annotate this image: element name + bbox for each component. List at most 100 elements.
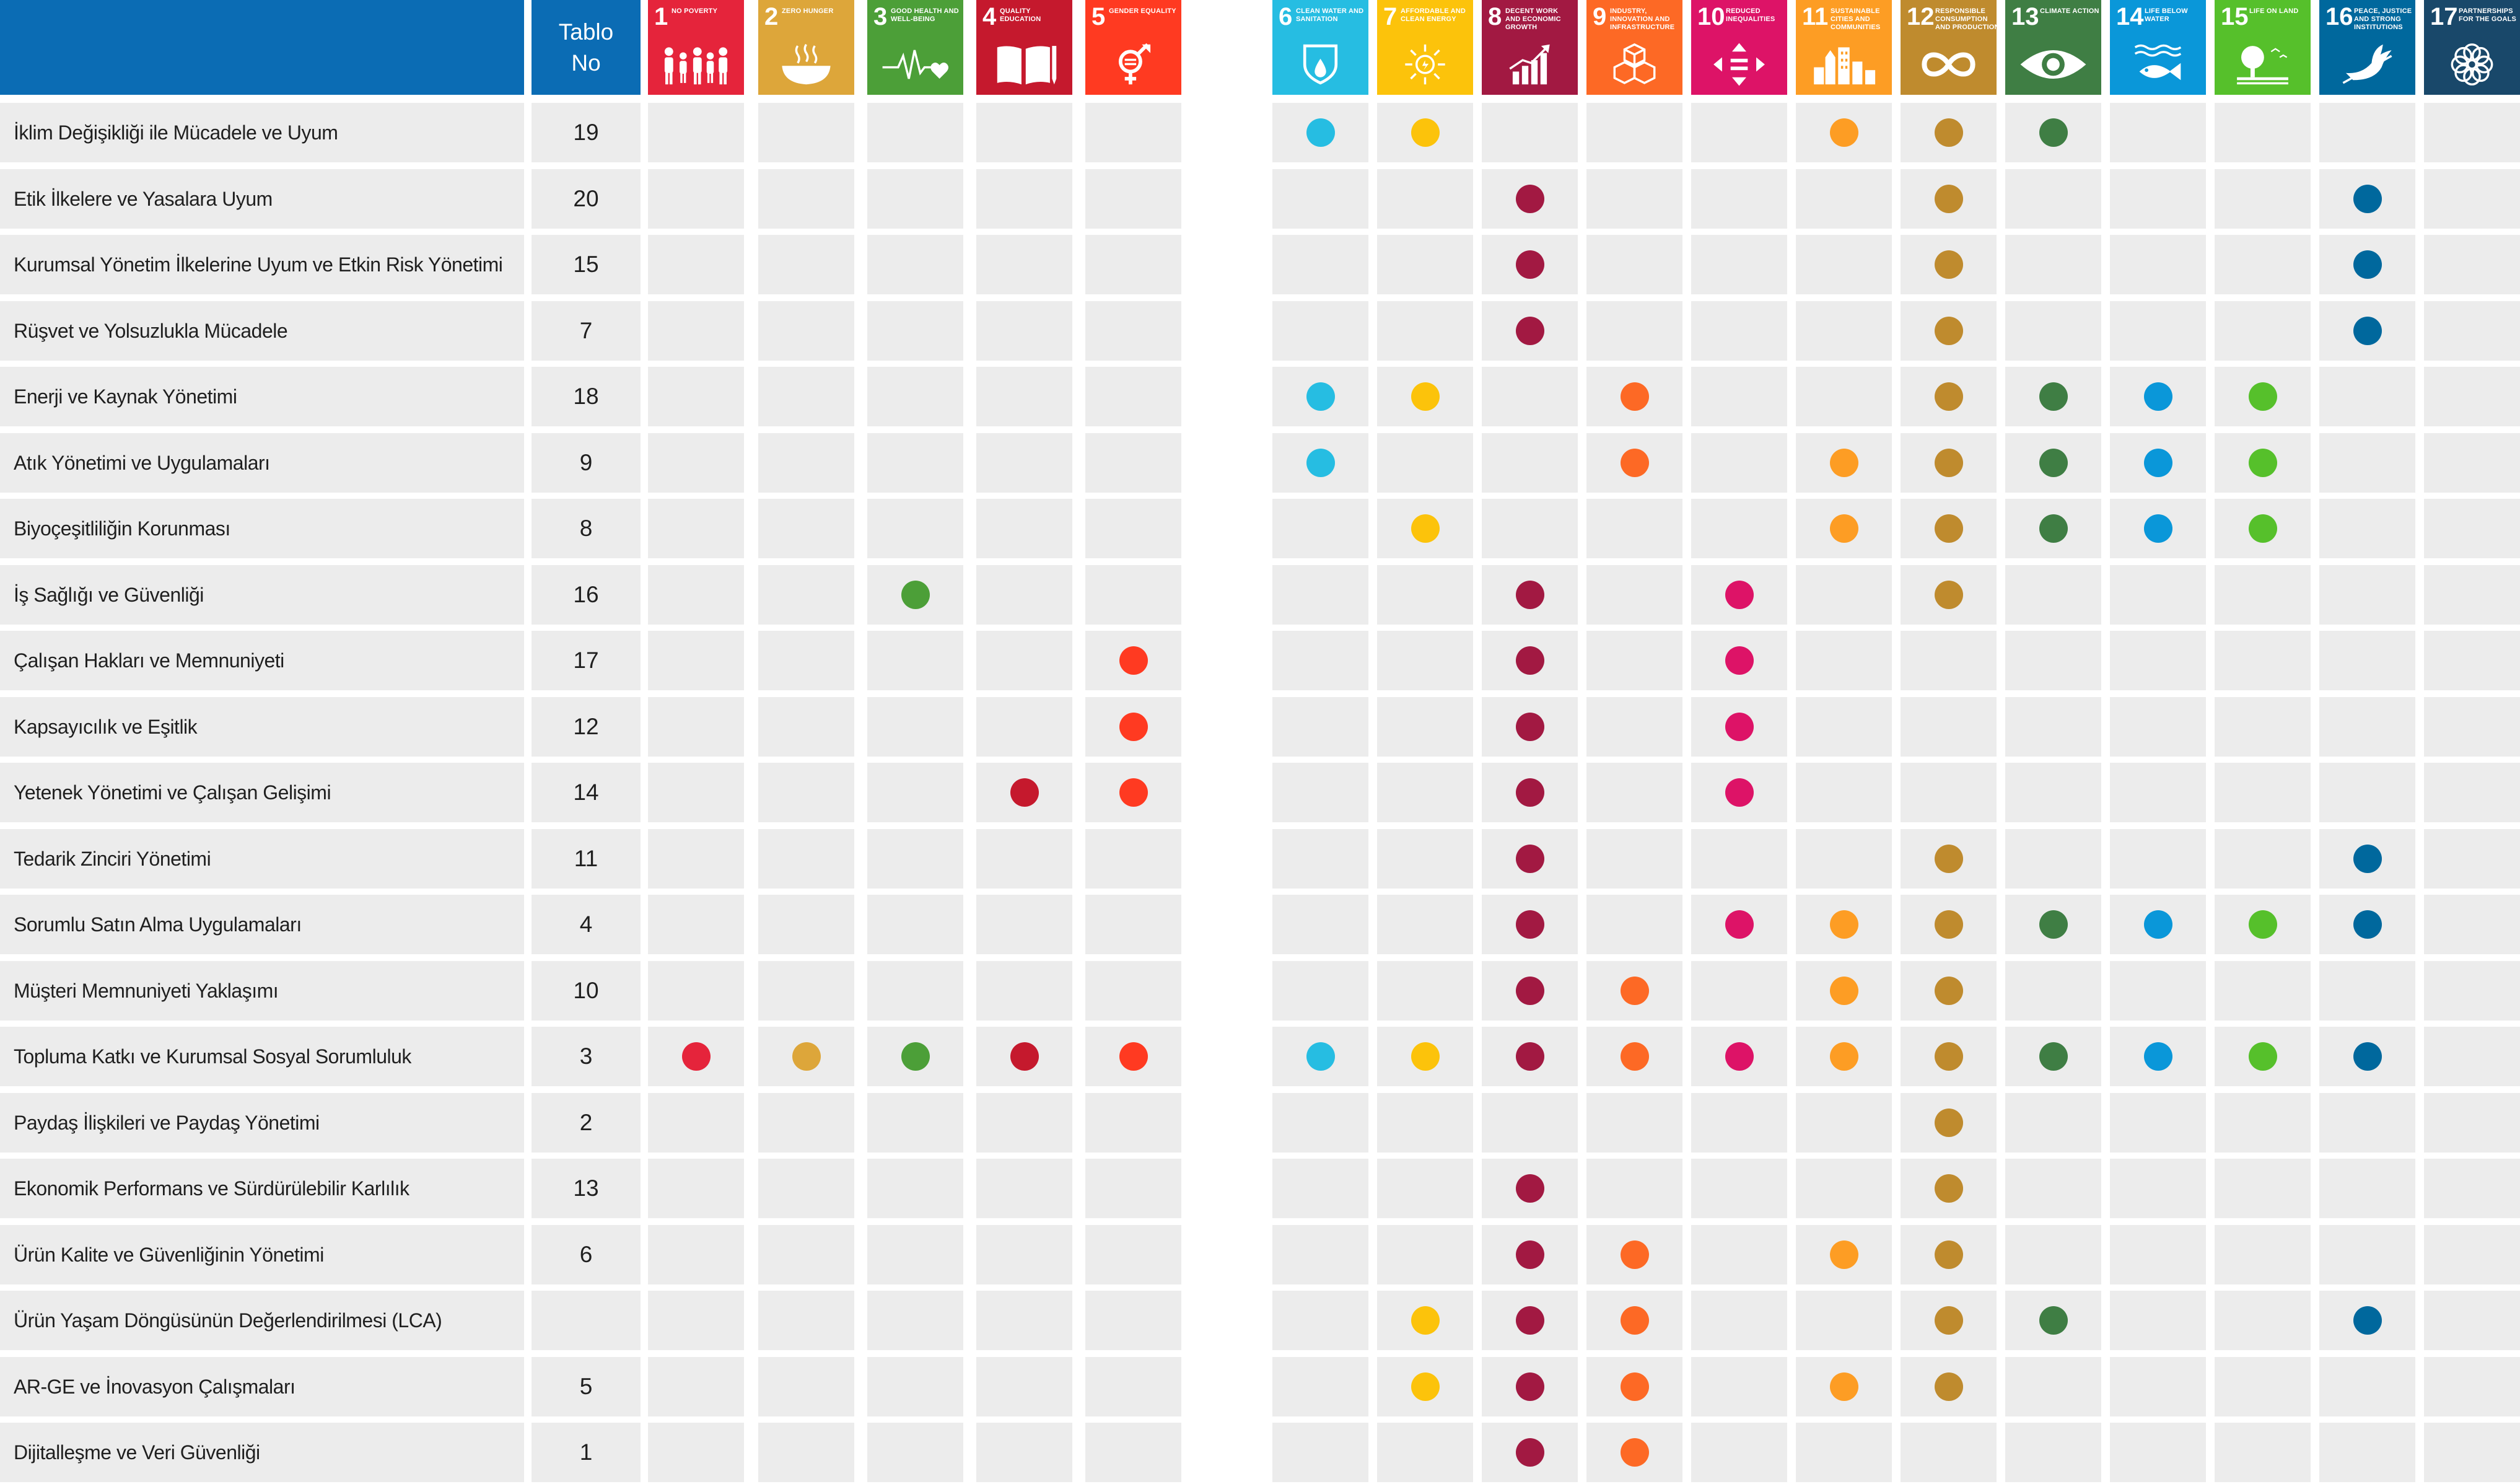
matrix-cell (648, 565, 744, 625)
matrix-cell (648, 763, 744, 822)
sdg-marker-dot (1306, 449, 1335, 477)
matrix-cell (1085, 1291, 1181, 1350)
matrix-cell (1377, 763, 1473, 822)
matrix-cell (1901, 367, 1997, 426)
material-topic-label: İş Sağlığı ve Güvenliği (0, 565, 524, 625)
header-blank-cell (0, 0, 524, 95)
matrix-cell (1586, 1291, 1682, 1350)
material-topic-label: Ekonomik Performans ve Sürdürülebilir Ka… (0, 1159, 524, 1218)
sdg-marker-dot (1306, 1042, 1335, 1071)
matrix-cell (867, 1291, 963, 1350)
sdg-number: 5 (1092, 3, 1106, 30)
sdg-marker-dot (1829, 514, 1858, 543)
equal-arrows-icon (1704, 39, 1775, 90)
matrix-cell (1691, 433, 1787, 493)
matrix-cell (2005, 367, 2101, 426)
matrix-cell (1272, 169, 1368, 229)
sdg-marker-dot (1934, 1042, 1963, 1071)
matrix-cell (2110, 697, 2206, 757)
sun-icon (1389, 39, 1461, 90)
sdg-marker-dot (2143, 910, 2172, 939)
table-no-header-line2: No (571, 50, 601, 76)
matrix-cell (2005, 895, 2101, 954)
matrix-cell (1901, 1225, 1997, 1284)
sdg-marker-dot (1515, 581, 1544, 609)
matrix-cell (2110, 1027, 2206, 1086)
sdg-marker-dot (1934, 317, 1963, 345)
matrix-cell (2110, 1093, 2206, 1153)
sdg-marker-dot (1515, 1174, 1544, 1203)
sdg-marker-dot (2248, 382, 2277, 411)
matrix-cell (1796, 1027, 1892, 1086)
matrix-cell (1085, 367, 1181, 426)
sdg-marker-dot (1515, 1306, 1544, 1335)
matrix-cell (1085, 961, 1181, 1021)
matrix-cell (1377, 1159, 1473, 1218)
matrix-cell (1586, 235, 1682, 294)
matrix-cell (1377, 235, 1473, 294)
sdg-title: Zero Hunger (782, 7, 834, 15)
matrix-cell (648, 301, 744, 361)
matrix-cell (976, 631, 1072, 690)
matrix-cell (1901, 499, 1997, 558)
sdg-tile-8: 8 Decent Work and Economic Growth (1482, 0, 1578, 95)
matrix-cell (1085, 631, 1181, 690)
matrix-cell (2005, 103, 2101, 162)
matrix-cell (1377, 1291, 1473, 1350)
sdg-tile-9: 9 Industry, Innovation and Infrastructure (1586, 0, 1682, 95)
matrix-cell (1586, 1357, 1682, 1416)
matrix-cell (1586, 565, 1682, 625)
sdg-marker-dot (1515, 977, 1544, 1005)
sdg-title: Clean Water and Sanitation (1296, 7, 1364, 23)
matrix-cell (1796, 433, 1892, 493)
matrix-cell (2215, 829, 2311, 889)
sdg-marker-dot (2039, 382, 2068, 411)
matrix-cell (867, 1423, 963, 1482)
matrix-cell (976, 697, 1072, 757)
matrix-cell (2215, 565, 2311, 625)
matrix-cell (1272, 235, 1368, 294)
matrix-cell (1085, 565, 1181, 625)
sdg-marker-dot (1515, 1372, 1544, 1401)
matrix-cell (976, 763, 1072, 822)
matrix-cell (1377, 829, 1473, 889)
matrix-cell (2005, 1225, 2101, 1284)
matrix-cell (2215, 301, 2311, 361)
matrix-cell (2005, 763, 2101, 822)
sdg-marker-dot (1515, 778, 1544, 807)
matrix-cell (2215, 169, 2311, 229)
matrix-cell (648, 697, 744, 757)
matrix-cell (2319, 763, 2415, 822)
matrix-cell (1901, 235, 1997, 294)
matrix-cell (2319, 103, 2415, 162)
matrix-cell (1901, 829, 1997, 889)
matrix-cell (1586, 499, 1682, 558)
matrix-cell (2215, 1291, 2311, 1350)
sdg-title: Life Below Water (2145, 7, 2188, 23)
sdg-marker-dot (1725, 713, 1754, 741)
sdg-marker-dot (1411, 1372, 1440, 1401)
sdg-marker-dot (2353, 910, 2382, 939)
matrix-cell (1691, 1093, 1787, 1153)
matrix-cell (1377, 169, 1473, 229)
matrix-cell (1901, 697, 1997, 757)
matrix-cell (2424, 1225, 2520, 1284)
matrix-cell (1272, 1291, 1368, 1350)
matrix-cell (648, 961, 744, 1021)
matrix-cell (2005, 235, 2101, 294)
sdg-marker-dot (2353, 1306, 2382, 1335)
matrix-cell (1901, 961, 1997, 1021)
matrix-cell (2110, 895, 2206, 954)
table-no-header-line1: Tablo (558, 19, 614, 45)
sdg-title: Good Health and Well-Being (891, 7, 959, 23)
matrix-cell (2005, 1093, 2101, 1153)
material-topic-label: Enerji ve Kaynak Yönetimi (0, 367, 524, 426)
matrix-cell (2215, 103, 2311, 162)
matrix-cell (1796, 1159, 1892, 1218)
sdg-marker-dot (2353, 317, 2382, 345)
sdg-title: Climate Action (2040, 7, 2099, 15)
matrix-cell (867, 763, 963, 822)
matrix-cell (1796, 235, 1892, 294)
matrix-cell (2215, 499, 2311, 558)
flower-icon (2436, 39, 2508, 90)
